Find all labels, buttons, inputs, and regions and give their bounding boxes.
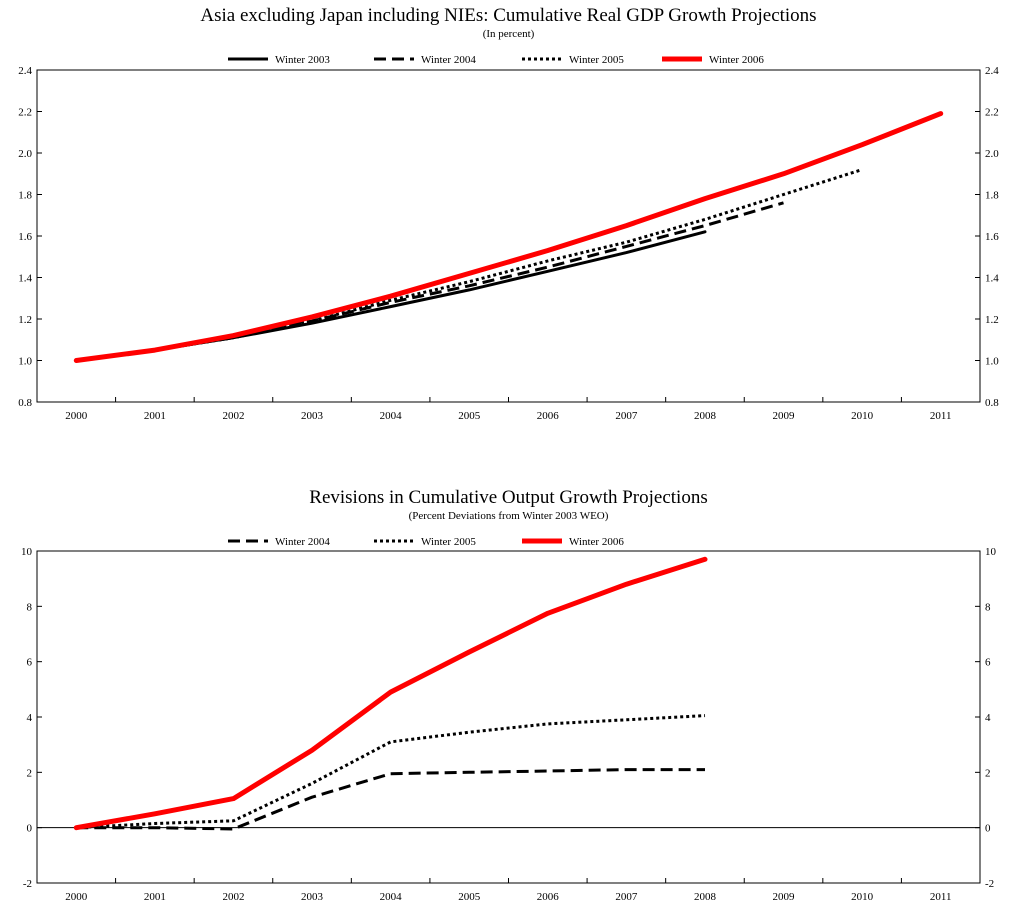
y-tick-label-right: 1.4 bbox=[985, 273, 999, 285]
y-tick-label-left: 10 bbox=[21, 546, 33, 558]
y-tick-label-left: 2.2 bbox=[18, 107, 32, 119]
x-tick-label: 2008 bbox=[694, 891, 717, 903]
x-tick-label: 2008 bbox=[694, 410, 717, 422]
y-tick-label-left: 4 bbox=[27, 712, 33, 724]
y-tick-label-left: 0.8 bbox=[18, 397, 32, 409]
y-tick-label-right: 1.8 bbox=[985, 190, 999, 202]
x-tick-label: 2010 bbox=[851, 410, 874, 422]
y-tick-label-right: 1.0 bbox=[985, 356, 999, 368]
y-tick-label-left: 6 bbox=[27, 657, 33, 669]
y-tick-label-left: 1.6 bbox=[18, 231, 32, 243]
chart-title: Asia excluding Japan including NIEs: Cum… bbox=[200, 5, 816, 26]
plot-area bbox=[36, 550, 981, 884]
x-tick-label: 2000 bbox=[65, 891, 88, 903]
legend-label: Winter 2005 bbox=[569, 54, 624, 66]
y-tick-label-right: 2.0 bbox=[985, 148, 999, 160]
x-tick-label: 2004 bbox=[380, 891, 403, 903]
x-tick-label: 2006 bbox=[537, 410, 560, 422]
x-tick-label: 2002 bbox=[222, 410, 244, 422]
legend-label: Winter 2006 bbox=[709, 54, 764, 66]
y-tick-label-right: 8 bbox=[985, 601, 991, 613]
y-tick-label-left: 1.2 bbox=[18, 314, 32, 326]
legend-label: Winter 2004 bbox=[275, 536, 330, 548]
y-tick-label-left: 1.8 bbox=[18, 190, 32, 202]
y-tick-label-left: 2 bbox=[27, 767, 33, 779]
y-tick-label-right: 4 bbox=[985, 712, 991, 724]
x-tick-label: 2005 bbox=[458, 891, 481, 903]
series-line-winter-2006 bbox=[73, 111, 944, 363]
series-line-winter-2005 bbox=[76, 714, 706, 830]
y-tick-label-right: 1.6 bbox=[985, 231, 999, 243]
x-tick-label: 2003 bbox=[301, 891, 324, 903]
x-tick-label: 2009 bbox=[773, 410, 796, 422]
legend-label: Winter 2005 bbox=[421, 536, 476, 548]
series-line-winter-2006 bbox=[73, 556, 708, 831]
x-tick-label: 2001 bbox=[144, 891, 166, 903]
chart-subtitle: (In percent) bbox=[483, 28, 535, 40]
y-tick-label-right: 0 bbox=[985, 823, 991, 835]
y-tick-label-right: 2.4 bbox=[985, 65, 999, 77]
y-tick-label-right: 0.8 bbox=[985, 397, 999, 409]
x-tick-label: 2005 bbox=[458, 410, 481, 422]
y-tick-label-right: 2 bbox=[985, 767, 991, 779]
y-tick-label-left: -2 bbox=[23, 878, 32, 890]
x-tick-label: 2004 bbox=[380, 410, 403, 422]
x-tick-label: 2011 bbox=[930, 410, 952, 422]
chart-title: Revisions in Cumulative Output Growth Pr… bbox=[309, 487, 707, 508]
x-tick-label: 2001 bbox=[144, 410, 166, 422]
x-tick-label: 2009 bbox=[773, 891, 796, 903]
y-tick-label-left: 1.4 bbox=[18, 273, 32, 285]
y-tick-label-right: 2.2 bbox=[985, 107, 999, 119]
series-line-winter-2004 bbox=[76, 768, 705, 831]
y-tick-label-left: 0 bbox=[27, 823, 33, 835]
series-line-winter-2005 bbox=[76, 168, 863, 362]
x-tick-label: 2011 bbox=[930, 891, 952, 903]
x-tick-label: 2003 bbox=[301, 410, 324, 422]
legend-label: Winter 2004 bbox=[421, 54, 476, 66]
legend-label: Winter 2006 bbox=[569, 536, 624, 548]
x-tick-label: 2010 bbox=[851, 891, 874, 903]
y-tick-label-left: 2.0 bbox=[18, 148, 32, 160]
y-tick-label-right: -2 bbox=[985, 878, 994, 890]
y-tick-label-left: 8 bbox=[27, 601, 33, 613]
legend-label: Winter 2003 bbox=[275, 54, 330, 66]
y-tick-label-right: 1.2 bbox=[985, 314, 999, 326]
x-tick-label: 2007 bbox=[615, 410, 638, 422]
y-tick-label-right: 10 bbox=[985, 546, 997, 558]
x-tick-label: 2002 bbox=[222, 891, 244, 903]
plot-area bbox=[36, 69, 981, 403]
series-line-winter-2004 bbox=[76, 201, 784, 362]
y-tick-label-right: 6 bbox=[985, 657, 991, 669]
x-tick-label: 2007 bbox=[615, 891, 638, 903]
chart-subtitle: (Percent Deviations from Winter 2003 WEO… bbox=[409, 510, 609, 522]
x-tick-label: 2000 bbox=[65, 410, 88, 422]
y-tick-label-left: 1.0 bbox=[18, 356, 32, 368]
x-tick-label: 2006 bbox=[537, 891, 560, 903]
y-tick-label-left: 2.4 bbox=[18, 65, 32, 77]
